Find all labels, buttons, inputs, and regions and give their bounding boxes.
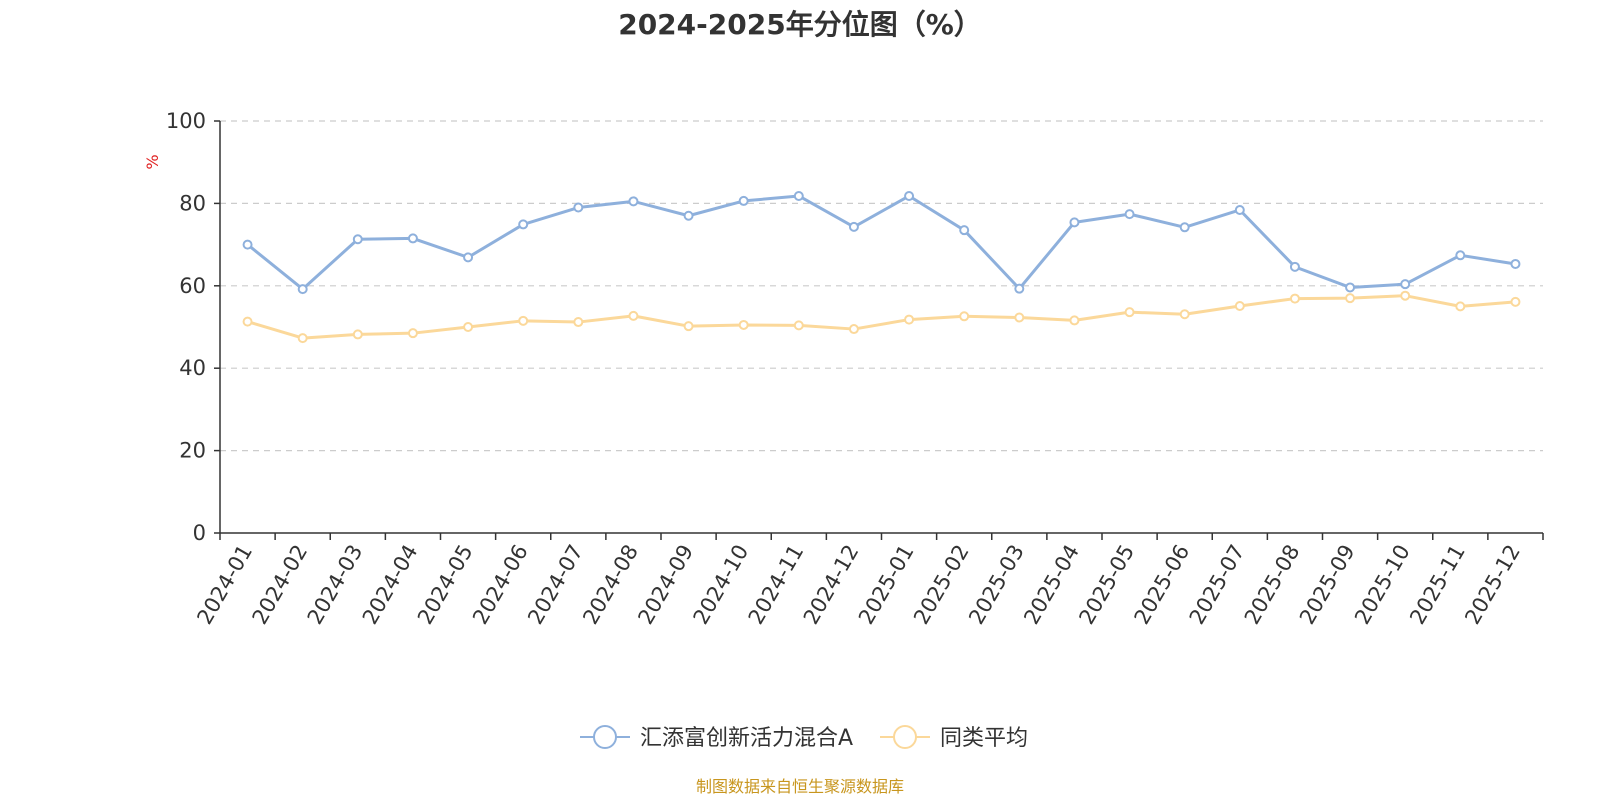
data-point[interactable] <box>463 322 474 332</box>
data-point[interactable] <box>1069 217 1080 228</box>
data-point[interactable] <box>793 190 804 201</box>
data-point[interactable] <box>1345 293 1356 304</box>
data-point[interactable] <box>407 233 418 244</box>
legend-item-0[interactable]: 汇添富创新活力混合A <box>580 725 853 751</box>
legend[interactable]: 汇添富创新活力混合A 同类平均 <box>580 725 1028 751</box>
data-point[interactable] <box>959 225 970 236</box>
data-point[interactable] <box>463 252 474 263</box>
data-point[interactable] <box>1455 250 1466 261</box>
data-point[interactable] <box>352 234 363 245</box>
data-point[interactable] <box>1124 307 1135 318</box>
y-tick-label: 40 <box>179 356 206 380</box>
legend-item-1[interactable]: 同类平均 <box>880 725 1028 751</box>
data-point[interactable] <box>518 219 529 230</box>
data-point[interactable] <box>242 239 253 250</box>
data-point[interactable] <box>848 221 859 232</box>
data-point[interactable] <box>1289 261 1300 272</box>
y-axis-ticks: 0 20 40 60 80 100 <box>166 109 220 545</box>
data-point[interactable] <box>1124 209 1135 220</box>
series-0 <box>242 190 1521 295</box>
data-point[interactable] <box>904 314 915 325</box>
data-point[interactable] <box>518 315 529 326</box>
legend-marker <box>893 725 917 749</box>
data-point[interactable] <box>904 190 915 201</box>
data-point[interactable] <box>573 317 584 328</box>
series-lines <box>242 190 1521 344</box>
data-point[interactable] <box>352 329 363 340</box>
data-point[interactable] <box>1179 222 1190 233</box>
data-point[interactable] <box>407 328 418 339</box>
data-point[interactable] <box>242 316 253 327</box>
y-tick-label: 80 <box>179 191 206 215</box>
data-point[interactable] <box>1345 282 1356 293</box>
data-point[interactable] <box>1179 309 1190 320</box>
legend-label: 同类平均 <box>940 726 1028 751</box>
data-point[interactable] <box>1234 204 1245 215</box>
data-point[interactable] <box>738 319 749 330</box>
x-tick-label: 2025-12 <box>1460 541 1525 629</box>
data-point[interactable] <box>1014 312 1025 323</box>
data-point[interactable] <box>573 202 584 213</box>
data-point[interactable] <box>1014 283 1025 294</box>
x-axis-ticks: 2024-012024-022024-032024-042024-052024-… <box>192 533 1544 629</box>
data-point[interactable] <box>628 310 639 321</box>
y-tick-label: 20 <box>179 439 206 463</box>
data-point[interactable] <box>1455 301 1466 312</box>
y-tick-label: 0 <box>193 521 206 545</box>
series-line <box>246 194 1516 291</box>
series-1 <box>242 290 1521 344</box>
data-point[interactable] <box>683 210 694 221</box>
y-axis-unit-label: % <box>143 154 162 169</box>
legend-marker <box>593 725 617 749</box>
data-point[interactable] <box>1510 258 1521 269</box>
data-point[interactable] <box>297 333 308 344</box>
series-line <box>247 294 1516 340</box>
data-point[interactable] <box>738 195 749 206</box>
data-point[interactable] <box>1069 315 1080 326</box>
data-point[interactable] <box>1234 300 1245 311</box>
grid-lines <box>220 120 1543 452</box>
y-tick-label: 100 <box>166 109 206 133</box>
data-point[interactable] <box>793 320 804 331</box>
data-point[interactable] <box>1400 279 1411 290</box>
data-point[interactable] <box>1510 296 1521 307</box>
chart-title: 2024-2025年分位图（%） <box>618 8 982 41</box>
data-point[interactable] <box>683 321 694 332</box>
data-source-note: 制图数据来自恒生聚源数据库 <box>696 777 904 796</box>
data-point[interactable] <box>1289 293 1300 304</box>
data-point[interactable] <box>628 196 639 207</box>
data-point[interactable] <box>848 324 859 335</box>
data-point[interactable] <box>297 284 308 295</box>
legend-label: 汇添富创新活力混合A <box>640 726 853 751</box>
data-point[interactable] <box>1400 290 1411 301</box>
axes <box>219 121 1543 534</box>
data-point[interactable] <box>959 311 970 322</box>
y-tick-label: 60 <box>179 274 206 298</box>
